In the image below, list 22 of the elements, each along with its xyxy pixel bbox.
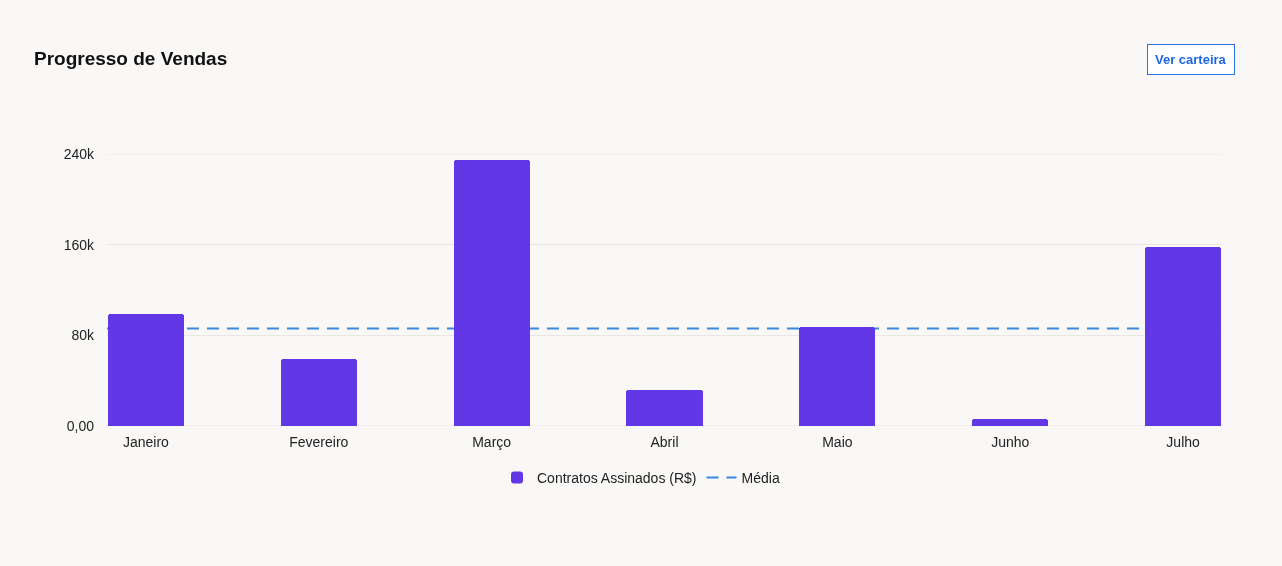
bar xyxy=(108,314,184,426)
bar xyxy=(972,419,1048,426)
bar xyxy=(799,327,875,426)
text: Ver carteira xyxy=(1155,52,1227,67)
x-tick-label: Junho xyxy=(991,434,1030,450)
y-tick-label: 0,00 xyxy=(66,417,95,434)
x-tick-label: Janeiro xyxy=(122,434,170,450)
x-tick-label: Março xyxy=(472,434,512,450)
bar xyxy=(454,160,530,426)
bar xyxy=(1145,247,1221,426)
x-tick-label: Fevereiro xyxy=(289,434,349,450)
y-tick-label: 80k xyxy=(71,327,95,344)
y-tick-label: 160k xyxy=(63,236,95,253)
legend-label: Média xyxy=(741,470,780,487)
legend-label: Contratos Assinados (R$) xyxy=(537,470,697,487)
chart-title: Progresso de Vendas xyxy=(34,47,228,69)
bar xyxy=(626,390,703,426)
bar xyxy=(281,359,357,426)
x-tick-label: Julho xyxy=(1166,434,1201,450)
x-tick-label: Maio xyxy=(822,434,853,450)
x-tick-label: Abril xyxy=(650,434,679,450)
y-tick-label: 240k xyxy=(63,145,95,162)
